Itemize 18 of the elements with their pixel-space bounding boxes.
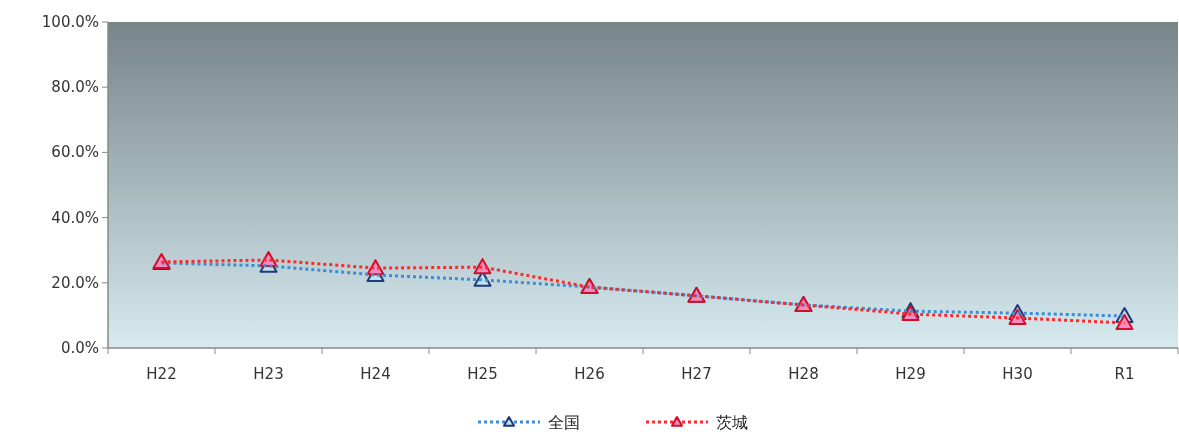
x-tick-label: H27	[681, 365, 712, 383]
x-tick-label: H28	[788, 365, 819, 383]
legend-label: 茨城	[716, 413, 748, 432]
x-tick-label: H30	[1002, 365, 1033, 383]
x-tick-label: H23	[253, 365, 284, 383]
y-tick-label: 0.0%	[60, 339, 99, 357]
x-tick-label: H25	[467, 365, 498, 383]
legend-label: 全国	[548, 413, 580, 432]
x-tick-label: H24	[360, 365, 391, 383]
x-tick-label: H29	[895, 365, 926, 383]
y-tick-label: 20.0%	[51, 273, 99, 292]
x-tick-label: H22	[146, 365, 177, 383]
y-tick-label: 100.0%	[41, 13, 99, 31]
y-tick-label: 60.0%	[51, 143, 99, 162]
y-tick-label: 40.0%	[51, 208, 99, 227]
x-tick-label: R1	[1114, 365, 1135, 383]
y-tick-label: 80.0%	[51, 78, 99, 97]
x-tick-label: H26	[574, 365, 605, 383]
